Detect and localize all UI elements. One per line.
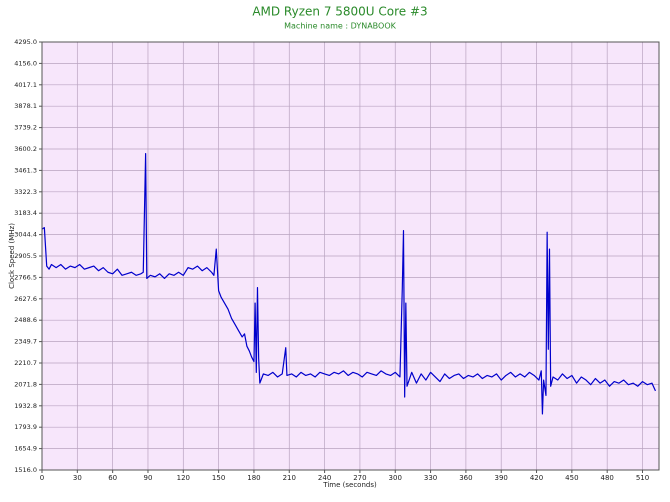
y-tick-label: 3600.2 (14, 145, 37, 153)
x-tick-label: 210 (283, 474, 296, 482)
y-tick-label: 1932.8 (14, 402, 37, 410)
y-axis-label: Clock Speed (MHz) (8, 223, 16, 289)
chart-title: AMD Ryzen 7 5800U Core #3 (252, 5, 427, 19)
x-tick-label: 30 (73, 474, 82, 482)
y-tick-label: 3878.1 (14, 102, 37, 110)
plot-border (41, 41, 660, 471)
y-tick-label: 2071.8 (14, 380, 37, 388)
x-tick-label: 480 (601, 474, 614, 482)
y-tick-label: 3461.3 (14, 166, 37, 174)
chart-subtitle: Machine name : DYNABOOK (284, 22, 397, 31)
x-tick-label: 270 (353, 474, 366, 482)
x-tick-label: 240 (318, 474, 331, 482)
y-tick-label: 3183.4 (14, 209, 37, 217)
y-tick-label: 4017.1 (14, 81, 37, 89)
y-tick-label: 2349.7 (14, 338, 37, 346)
y-tick-label: 2905.5 (14, 252, 37, 260)
y-tick-label: 3044.4 (14, 231, 37, 239)
x-tick-label: 150 (212, 474, 225, 482)
x-tick-label: 300 (389, 474, 402, 482)
x-tick-label: 420 (530, 474, 543, 482)
x-tick-label: 60 (108, 474, 117, 482)
y-tick-label: 3322.3 (14, 188, 37, 196)
y-tick-label: 2210.7 (14, 359, 37, 367)
x-tick-label: 450 (565, 474, 578, 482)
y-tick-label: 1516.0 (14, 466, 37, 474)
y-tick-label: 4295.0 (14, 38, 37, 46)
x-axis-label: Time (seconds) (322, 481, 377, 489)
x-tick-label: 120 (177, 474, 190, 482)
y-tick-label: 2488.6 (14, 316, 37, 324)
y-tick-label: 2627.6 (14, 295, 37, 303)
y-tick-label: 3739.2 (14, 124, 37, 132)
clock-line (41, 153, 657, 415)
y-tick-label: 2766.5 (14, 273, 37, 281)
y-tick-label: 4156.0 (14, 59, 37, 67)
x-tick-label: 330 (424, 474, 437, 482)
x-tick-label: 510 (636, 474, 649, 482)
x-tick-label: 90 (144, 474, 153, 482)
x-tick-label: 180 (247, 474, 260, 482)
y-tick-label: 1654.9 (14, 445, 37, 453)
y-tick-label: 1793.9 (14, 423, 37, 431)
x-tick-label: 390 (495, 474, 508, 482)
x-tick-label: 360 (459, 474, 472, 482)
x-tick-label: 0 (40, 474, 44, 482)
